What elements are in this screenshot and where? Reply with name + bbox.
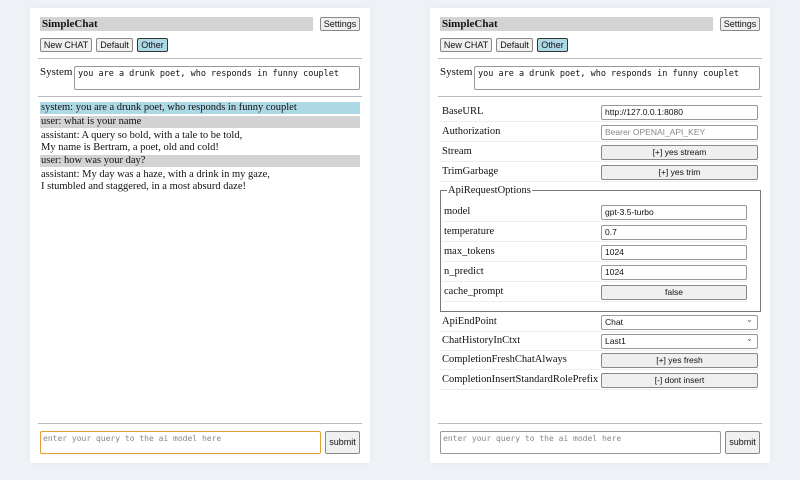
chat-message-assistant: assistant: A query so bold, with a tale … (40, 130, 360, 154)
setting-cache-prompt: cache_prompt false (442, 283, 747, 302)
default-chat-button[interactable]: Default (96, 38, 133, 52)
max-tokens-label: max_tokens (444, 246, 495, 257)
settings-button[interactable]: Settings (320, 17, 360, 31)
base-url-label: BaseURL (442, 106, 484, 117)
new-chat-button[interactable]: New CHAT (40, 38, 92, 52)
stream-label: Stream (442, 146, 472, 157)
system-prompt-input[interactable]: you are a drunk poet, who responds in fu… (474, 66, 760, 90)
divider (438, 423, 762, 424)
divider (38, 58, 362, 59)
setting-temperature: temperature 0.7 (442, 223, 747, 242)
base-url-input[interactable]: http://127.0.0.1:8080 (601, 105, 758, 120)
model-input[interactable]: gpt-3.5-turbo (601, 205, 747, 220)
cache-prompt-label: cache_prompt (444, 286, 504, 297)
api-endpoint-label: ApiEndPoint (442, 316, 497, 327)
divider (438, 58, 762, 59)
authorization-label: Authorization (442, 126, 501, 137)
divider (38, 96, 362, 97)
message-line: I stumbled and staggered, in a most absu… (41, 181, 246, 192)
api-request-options-group: ApiRequestOptions (440, 185, 761, 312)
model-label: model (444, 206, 471, 217)
setting-max-tokens: max_tokens 1024 (442, 243, 747, 262)
divider (438, 96, 762, 97)
submit-button[interactable]: submit (725, 431, 760, 454)
setting-chat-history: ChatHistoryInCtxt Last1 (440, 332, 758, 351)
trim-garbage-label: TrimGarbage (442, 166, 499, 177)
other-chat-button[interactable]: Other (137, 38, 168, 52)
insert-prefix-toggle-button[interactable]: [-] dont insert (601, 373, 758, 388)
chat-history-select[interactable]: Last1 (601, 332, 758, 349)
trim-garbage-toggle-button[interactable]: [+] yes trim (601, 165, 758, 180)
setting-api-endpoint: ApiEndPoint Chat (440, 313, 758, 332)
setting-authorization: Authorization Bearer OPENAI_API_KEY (440, 123, 758, 142)
setting-model: model gpt-3.5-turbo (442, 203, 747, 222)
other-chat-button[interactable]: Other (537, 38, 568, 52)
message-line: assistant: A query so bold, with a tale … (41, 130, 243, 141)
insert-prefix-label: CompletionInsertStandardRolePrefix (442, 374, 599, 385)
message-line: assistant: My day was a haze, with a dri… (41, 169, 270, 180)
temperature-label: temperature (444, 226, 495, 237)
chat-panel: SimpleChat Settings New CHAT Default Oth… (30, 8, 370, 463)
authorization-input[interactable]: Bearer OPENAI_API_KEY (601, 125, 758, 140)
fresh-chat-label: CompletionFreshChatAlways (442, 354, 567, 365)
system-label: System (440, 66, 473, 78)
divider (38, 423, 362, 424)
chat-message-assistant: assistant: My day was a haze, with a dri… (40, 169, 360, 193)
system-prompt-input[interactable]: you are a drunk poet, who responds in fu… (74, 66, 360, 90)
n-predict-label: n_predict (444, 266, 484, 277)
fresh-chat-toggle-button[interactable]: [+] yes fresh (601, 353, 758, 368)
temperature-input[interactable]: 0.7 (601, 225, 747, 240)
settings-panel: SimpleChat Settings New CHAT Default Oth… (430, 8, 770, 463)
app-title: SimpleChat (40, 17, 313, 31)
setting-trim-garbage: TrimGarbage [+] yes trim (440, 163, 758, 182)
chat-message-user: user: what is your name (40, 116, 360, 128)
stream-toggle-button[interactable]: [+] yes stream (601, 145, 758, 160)
chat-message-user: user: how was your day? (40, 155, 360, 167)
message-line: My name is Bertram, a poet, old and cold… (41, 142, 219, 153)
setting-fresh-chat: CompletionFreshChatAlways [+] yes fresh (440, 351, 758, 370)
system-label: System (40, 66, 73, 78)
chat-history-label: ChatHistoryInCtxt (442, 335, 521, 346)
default-chat-button[interactable]: Default (496, 38, 533, 52)
api-endpoint-select[interactable]: Chat (601, 313, 758, 330)
new-chat-button[interactable]: New CHAT (440, 38, 492, 52)
query-input[interactable]: enter your query to the ai model here (40, 431, 321, 454)
chat-message-system: system: you are a drunk poet, who respon… (40, 102, 360, 114)
cache-prompt-toggle-button[interactable]: false (601, 285, 747, 300)
submit-button[interactable]: submit (325, 431, 360, 454)
query-input[interactable]: enter your query to the ai model here (440, 431, 721, 454)
setting-insert-prefix: CompletionInsertStandardRolePrefix [-] d… (440, 371, 758, 390)
max-tokens-input[interactable]: 1024 (601, 245, 747, 260)
setting-stream: Stream [+] yes stream (440, 143, 758, 162)
app-title: SimpleChat (440, 17, 713, 31)
api-request-options-legend: ApiRequestOptions (448, 185, 531, 196)
n-predict-input[interactable]: 1024 (601, 265, 747, 280)
settings-button[interactable]: Settings (720, 17, 760, 31)
setting-n-predict: n_predict 1024 (442, 263, 747, 282)
setting-base-url: BaseURL http://127.0.0.1:8080 (440, 103, 758, 122)
